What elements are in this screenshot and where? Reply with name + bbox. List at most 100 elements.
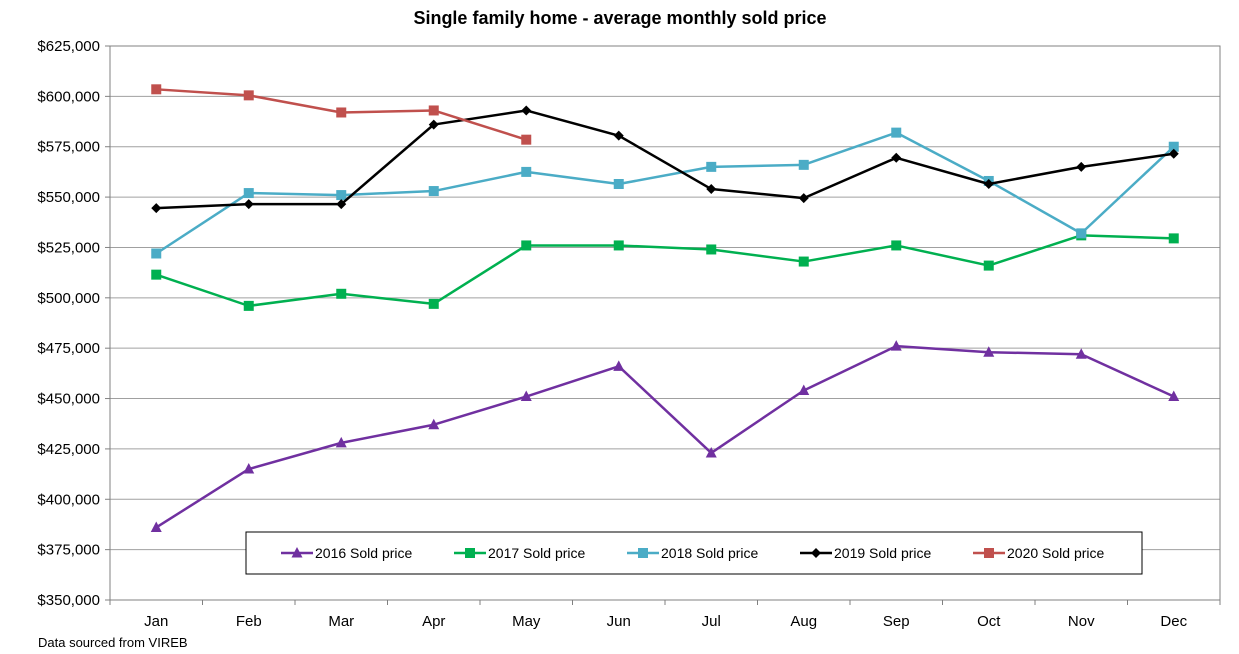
series-4	[151, 84, 532, 145]
legend-marker	[291, 547, 303, 558]
legend-item: 2019 Sold price	[800, 545, 932, 561]
x-tick-label: Feb	[236, 613, 262, 630]
legend-label: 2017 Sold price	[488, 545, 586, 561]
y-tick-label: $500,000	[37, 290, 100, 307]
legend-label: 2020 Sold price	[1007, 545, 1105, 561]
data-point	[150, 521, 162, 532]
data-point	[336, 190, 347, 201]
legend-marker	[638, 548, 648, 558]
data-point	[1075, 348, 1087, 359]
gridlines	[110, 95, 1220, 551]
series-line	[156, 109, 1174, 210]
x-tick-label: Dec	[1160, 613, 1187, 630]
data-point	[798, 159, 809, 170]
data-point	[613, 130, 624, 141]
y-tick-label: $475,000	[37, 340, 100, 357]
y-tick-label: $400,000	[37, 491, 100, 508]
series-group	[150, 84, 1180, 532]
data-point	[520, 390, 532, 402]
legend-marker	[811, 548, 821, 558]
data-point	[890, 340, 902, 351]
data-point	[243, 463, 255, 474]
data-point	[983, 178, 994, 189]
series-1	[151, 230, 1179, 311]
x-tick-label: Nov	[1068, 613, 1095, 630]
data-point	[891, 127, 902, 138]
legend-label: 2016 Sold price	[315, 545, 413, 561]
data-point	[335, 436, 347, 448]
data-point	[706, 161, 717, 172]
data-point	[336, 288, 347, 299]
data-point	[521, 166, 532, 177]
data-point	[1076, 161, 1087, 172]
data-point	[1168, 233, 1179, 244]
data-point	[706, 184, 717, 195]
y-tick-label: $550,000	[37, 189, 100, 206]
data-point	[1168, 141, 1179, 152]
data-point	[151, 84, 162, 95]
data-point	[798, 193, 809, 204]
x-tick-label: Jan	[144, 613, 168, 630]
data-point	[705, 446, 717, 458]
x-tick-label: May	[512, 613, 541, 630]
x-tick-label: Sep	[883, 613, 910, 630]
legend-item: 2018 Sold price	[627, 545, 759, 561]
x-tick-label: Oct	[977, 613, 1001, 630]
legend: 2016 Sold price 2017 Sold price 2018 Sold …	[245, 531, 1143, 575]
data-point	[336, 107, 347, 118]
axes: $350,000 $375,000 $400,000 $425,000 $450,000…	[37, 38, 1221, 630]
x-tick-label: Jun	[607, 613, 631, 630]
data-point	[1168, 390, 1180, 402]
data-point	[428, 418, 440, 430]
data-point	[243, 188, 254, 199]
data-point	[243, 90, 254, 101]
legend-label: 2019 Sold price	[834, 545, 932, 561]
series-line	[155, 131, 1175, 255]
y-tick-label: $450,000	[37, 391, 100, 408]
data-point	[243, 300, 254, 311]
series-0	[150, 340, 1180, 532]
series-2	[151, 127, 1179, 259]
data-point	[428, 186, 439, 197]
y-tick-label: $625,000	[37, 38, 100, 55]
data-point	[1076, 228, 1087, 239]
legend-marker	[465, 548, 475, 558]
data-point	[151, 203, 162, 214]
x-tick-label: Aug	[790, 613, 817, 630]
legend-item: 2020 Sold price	[973, 545, 1105, 561]
data-point	[521, 240, 532, 251]
plot-area-border	[109, 45, 1221, 601]
data-point	[798, 384, 810, 395]
y-tick-label: $575,000	[37, 139, 100, 156]
x-tick-label: Apr	[422, 613, 445, 630]
x-tick-label: Mar	[328, 613, 354, 630]
series-3	[151, 105, 1179, 214]
legend-item: 2016 Sold price	[281, 545, 413, 561]
y-tick-label: $375,000	[37, 542, 100, 559]
data-point	[336, 199, 347, 210]
x-tick-label: Jul	[702, 613, 721, 630]
y-tick-label: $525,000	[37, 239, 100, 256]
data-point	[521, 134, 532, 145]
y-tick-label: $425,000	[37, 441, 100, 458]
data-point	[243, 199, 254, 210]
data-point	[613, 240, 624, 251]
data-point	[151, 269, 162, 280]
data-source-note: Data sourced from VIREB	[38, 635, 188, 650]
data-point	[521, 105, 532, 116]
data-point	[428, 105, 439, 116]
y-tick-label: $600,000	[37, 88, 100, 105]
chart-title: Single family home - average monthly sol…	[413, 8, 826, 28]
legend-label: 2018 Sold price	[661, 545, 759, 561]
y-tick-label: $350,000	[37, 592, 100, 609]
legend-item: 2017 Sold price	[454, 545, 586, 561]
data-point	[428, 298, 439, 309]
data-point	[891, 152, 902, 163]
data-point	[983, 346, 995, 357]
series-line	[155, 234, 1174, 308]
data-point	[1168, 148, 1179, 159]
series-line	[155, 344, 1175, 529]
data-point	[428, 119, 439, 130]
data-point	[613, 178, 624, 189]
